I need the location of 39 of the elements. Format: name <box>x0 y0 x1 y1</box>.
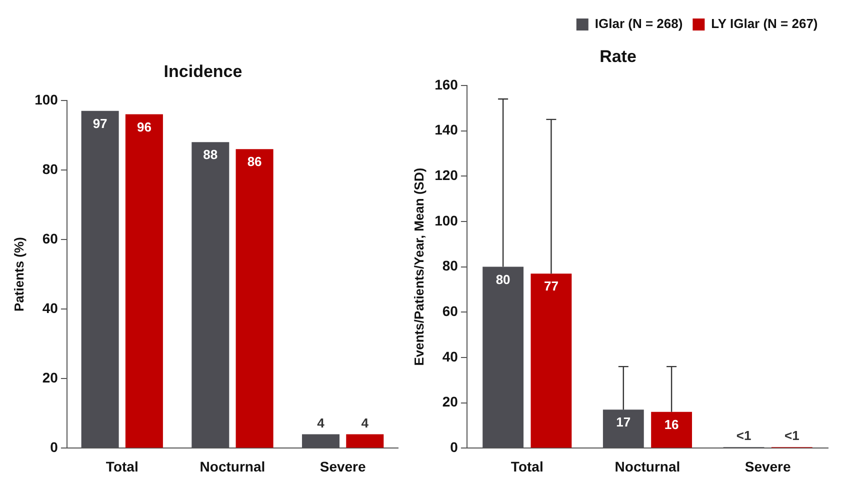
y-tick-label: 20 <box>42 370 58 386</box>
data-label: 4 <box>361 415 370 430</box>
y-tick-label: 100 <box>434 212 458 228</box>
x-tick-label: Severe <box>320 458 366 474</box>
y-tick-label: 160 <box>434 76 458 92</box>
data-label: 96 <box>136 119 152 134</box>
legend-label: IGlar (N = 268) <box>594 16 683 32</box>
y-tick-label: 80 <box>442 258 458 274</box>
data-label: 80 <box>496 272 510 287</box>
data-label: <1 <box>736 428 752 444</box>
data-label: 97 <box>92 116 108 131</box>
x-tick-label: Severe <box>744 458 791 474</box>
y-tick-label: 80 <box>42 160 58 177</box>
data-label: 17 <box>616 414 631 430</box>
data-label: 4 <box>317 415 326 430</box>
y-axis-title: Patients (%) <box>11 237 26 312</box>
data-label: 86 <box>247 154 262 170</box>
chart-title: Incidence <box>164 62 242 81</box>
y-tick-label: 20 <box>442 394 458 410</box>
legend-label: LY IGlar (N = 267) <box>711 16 818 32</box>
y-tick-label: 60 <box>42 230 58 246</box>
y-tick-label: 100 <box>34 91 58 108</box>
x-tick-label: Nocturnal <box>614 458 680 474</box>
y-tick-label: 120 <box>434 166 458 183</box>
x-tick-label: Nocturnal <box>200 458 266 474</box>
y-tick-label: 40 <box>442 348 458 364</box>
data-label: <1 <box>784 428 800 444</box>
data-label: 16 <box>664 417 679 432</box>
y-tick-label: 0 <box>450 439 458 456</box>
data-label: 77 <box>544 278 558 294</box>
chart-title: Rate <box>600 46 636 66</box>
x-tick-label: Total <box>106 458 138 474</box>
y-tick-label: 140 <box>434 122 458 138</box>
y-axis-title: Events/Patients/Year, Mean (SD) <box>411 168 426 366</box>
y-tick-label: 60 <box>442 303 458 320</box>
y-tick-label: 0 <box>50 439 58 456</box>
y-tick-label: 40 <box>42 300 58 316</box>
x-tick-label: Total <box>510 458 544 474</box>
data-label: 88 <box>203 147 218 162</box>
